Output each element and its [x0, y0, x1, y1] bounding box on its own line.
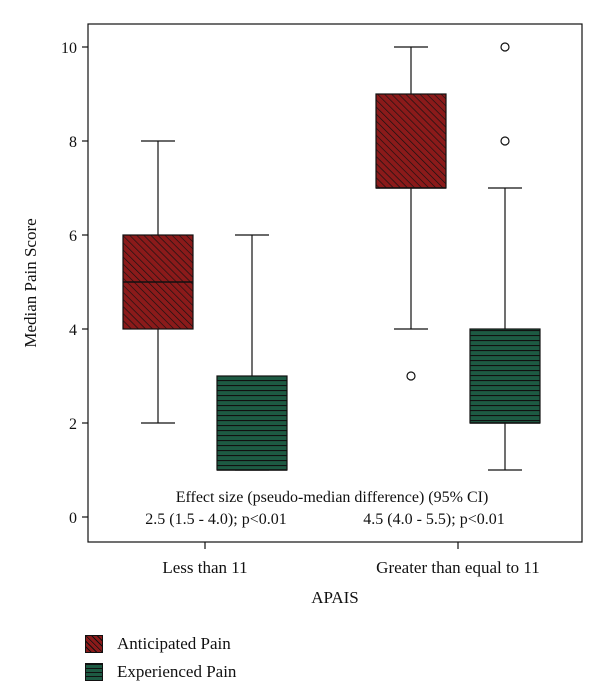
- legend-item-anticipated: Anticipated Pain: [85, 630, 236, 658]
- box-experienced-pain-2: [469, 42, 541, 471]
- annotation-value-2: 4.5 (4.0 - 5.5); p<0.01: [363, 511, 504, 528]
- annotation-title: Effect size (pseudo-median difference) (…: [176, 489, 489, 506]
- box-body: [375, 93, 447, 189]
- x-axis-label: APAIS: [311, 588, 359, 607]
- x-tick-label: Less than 11: [162, 558, 247, 577]
- y-tick-label: 8: [69, 134, 77, 151]
- outlier-point: [406, 371, 416, 381]
- y-tick-label: 0: [69, 510, 77, 527]
- legend-label-anticipated: Anticipated Pain: [117, 634, 231, 653]
- y-axis-label: Median Pain Score: [21, 218, 40, 347]
- y-tick-label: 10: [61, 40, 77, 57]
- box-anticipated-pain-1: [122, 140, 194, 424]
- legend: Anticipated Pain Experienced Pain: [85, 630, 236, 686]
- y-tick-label: 4: [69, 322, 77, 339]
- legend-swatch-anticipated: [85, 635, 103, 653]
- boxes-layer: [122, 42, 541, 471]
- box-experienced-pain-1: [216, 234, 288, 471]
- y-tick-label: 2: [69, 416, 77, 433]
- box-anticipated-pain-2: [375, 46, 447, 381]
- legend-item-experienced: Experienced Pain: [85, 658, 236, 686]
- x-tick-label: Greater than equal to 11: [376, 558, 540, 577]
- box-body: [469, 328, 541, 424]
- x-axis: Less than 11 Greater than equal to 11: [162, 542, 540, 577]
- box-body: [216, 375, 288, 471]
- legend-label-experienced: Experienced Pain: [117, 662, 237, 681]
- plot-frame: [87, 23, 583, 543]
- legend-swatch-experienced: [85, 663, 103, 681]
- y-axis: 0 2 4 6 8 10: [61, 40, 88, 527]
- outlier-point: [500, 136, 510, 146]
- annotation-value-1: 2.5 (1.5 - 4.0); p<0.01: [145, 511, 286, 528]
- y-tick-label: 6: [69, 228, 77, 245]
- outlier-point: [500, 42, 510, 52]
